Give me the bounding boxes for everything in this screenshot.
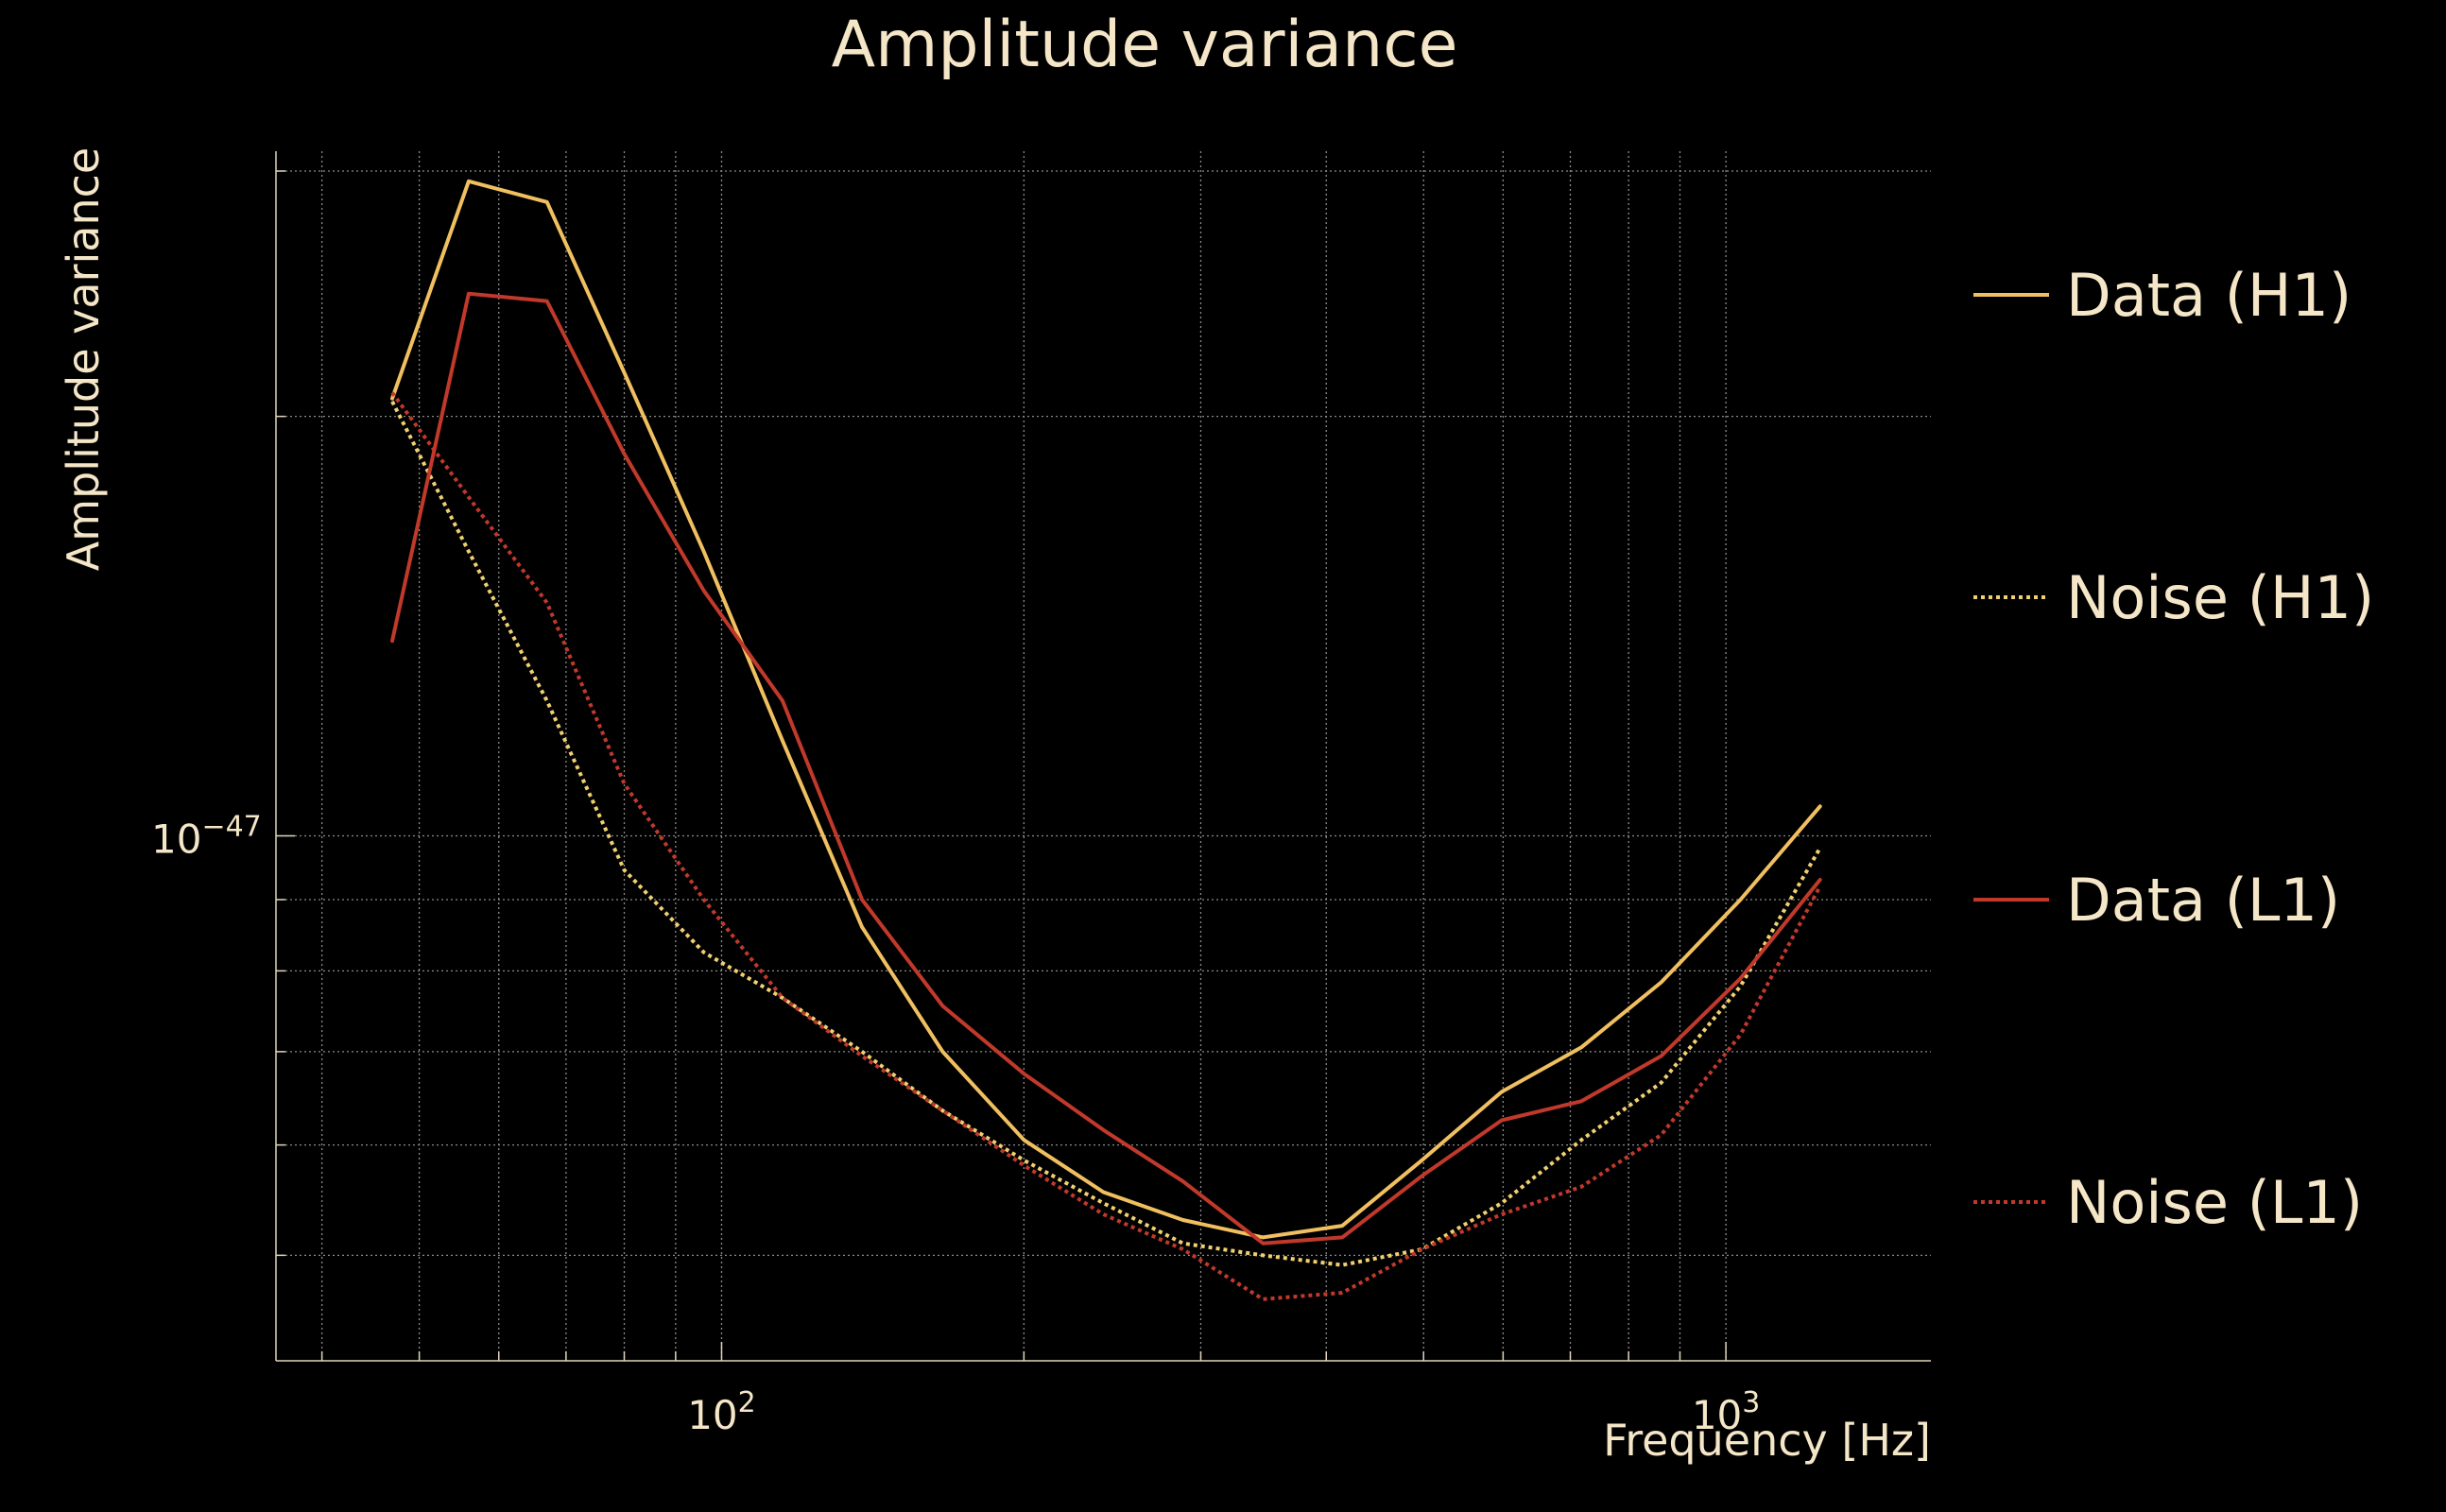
series-line-noise-l1 bbox=[390, 391, 1822, 1301]
x-tick-label: 103 bbox=[1692, 1386, 1761, 1438]
series-line-data-l1 bbox=[390, 291, 1822, 1246]
axes bbox=[275, 151, 1931, 1362]
series-line-noise-h1 bbox=[390, 400, 1822, 1267]
legend-item-noise-l1: Noise (L1) bbox=[1973, 1168, 2363, 1237]
legend-label: Noise (H1) bbox=[2066, 563, 2374, 632]
y-axis-label: Amplitude variance bbox=[58, 147, 109, 571]
x-tick-label: 102 bbox=[687, 1386, 756, 1438]
legend-label: Data (H1) bbox=[2066, 261, 2351, 330]
y-tick-label: 10−47 bbox=[151, 810, 262, 862]
plot-series bbox=[390, 179, 1822, 1301]
chart-title: Amplitude variance bbox=[832, 8, 1458, 82]
grid-lines bbox=[276, 151, 1931, 1361]
legend: Data (H1) Noise (H1) Data (L1) Noise (L1) bbox=[1973, 261, 2374, 1237]
tick-labels: 102 103 10−47 bbox=[151, 810, 1760, 1438]
legend-item-data-h1: Data (H1) bbox=[1973, 261, 2351, 330]
series-line-data-h1 bbox=[390, 179, 1822, 1240]
legend-label: Data (L1) bbox=[2066, 866, 2340, 935]
legend-item-data-l1: Data (L1) bbox=[1973, 866, 2340, 935]
legend-item-noise-h1: Noise (H1) bbox=[1973, 563, 2374, 632]
x-axis-label: Frequency [Hz] bbox=[1603, 1415, 1931, 1466]
legend-label: Noise (L1) bbox=[2066, 1168, 2363, 1237]
